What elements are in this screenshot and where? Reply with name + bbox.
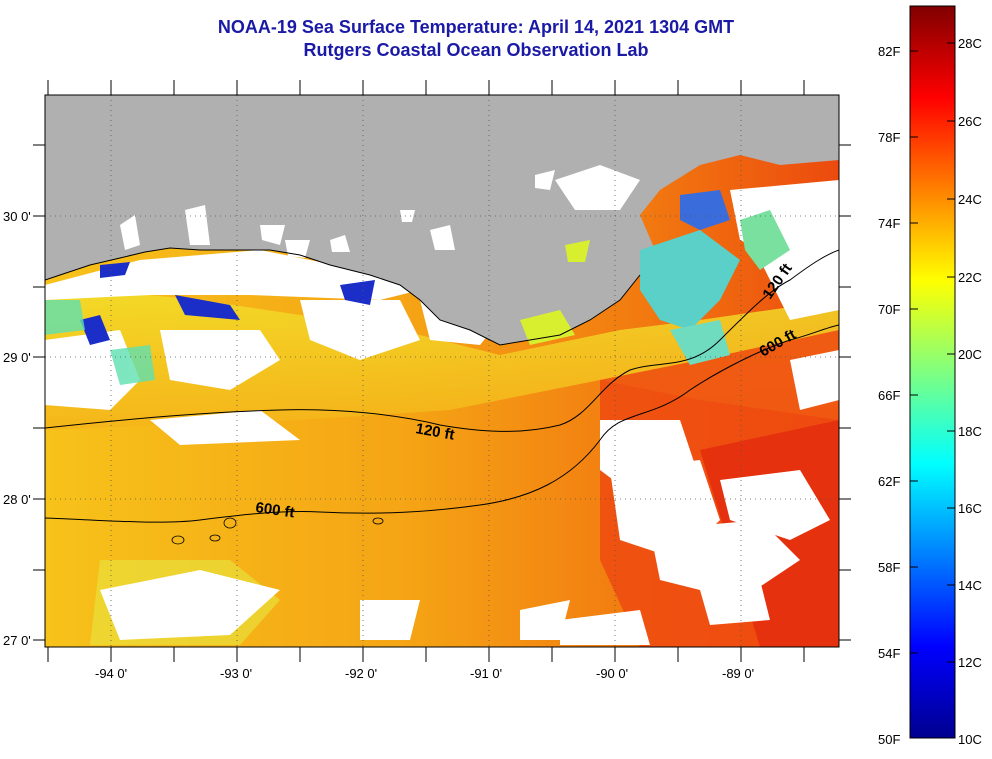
cloud-cover — [45, 180, 839, 645]
cbar-c-20: 20C — [958, 347, 982, 362]
lon-label-90: -90 0' — [596, 666, 628, 681]
cold-water-patches — [80, 262, 375, 345]
colorbar-gradient — [909, 5, 956, 739]
cbar-c-12: 12C — [958, 655, 982, 670]
cbar-f-50: 50F — [878, 732, 900, 747]
nearshore-water — [45, 285, 839, 430]
tick-marks — [33, 80, 851, 662]
cbar-c-22: 22C — [958, 270, 982, 285]
contour-120ft — [45, 249, 839, 432]
cbar-f-62: 62F — [878, 474, 900, 489]
cbar-c-14: 14C — [958, 578, 982, 593]
cbar-c-10: 10C — [958, 732, 982, 747]
land-mass — [45, 95, 839, 345]
lat-label-30: 30 0' — [3, 209, 31, 224]
contour-loops — [171, 517, 384, 545]
cool-water-patches — [45, 300, 155, 385]
lon-label-91: -91 0' — [470, 666, 502, 681]
cbar-f-66: 66F — [878, 388, 900, 403]
colorbar-ticks — [910, 42, 955, 663]
cbar-f-78: 78F — [878, 130, 900, 145]
cbar-f-54: 54F — [878, 646, 900, 661]
cbar-f-74: 74F — [878, 216, 900, 231]
lon-label-89: -89 0' — [722, 666, 754, 681]
cbar-f-70: 70F — [878, 302, 900, 317]
cbar-f-58: 58F — [878, 560, 900, 575]
lat-label-27: 27 0' — [3, 633, 31, 648]
cbar-c-28: 28C — [958, 36, 982, 51]
map-frame — [44, 94, 840, 648]
graticule — [45, 95, 839, 647]
contour-600ft — [45, 324, 839, 523]
cbar-f-82: 82F — [878, 44, 900, 59]
lon-label-94: -94 0' — [95, 666, 127, 681]
cbar-c-16: 16C — [958, 501, 982, 516]
map-area: 120 ft 600 ft 120 ft 600 ft — [45, 95, 839, 647]
contour-label-600-west: 600 ft — [254, 499, 295, 521]
chart-title: NOAA-19 Sea Surface Temperature: April 1… — [217, 17, 735, 37]
lon-label-92: -92 0' — [345, 666, 377, 681]
delta-region — [520, 190, 790, 365]
cbar-c-18: 18C — [958, 424, 982, 439]
chart-subtitle: Rutgers Coastal Ocean Observation Lab — [303, 40, 649, 60]
lat-label-28: 28 0' — [3, 492, 31, 507]
lon-label-93: -93 0' — [220, 666, 252, 681]
cbar-c-26: 26C — [958, 114, 982, 129]
colorbar: 82F 78F 74F 70F 66F 62F 58F 54F 50F 28C … — [878, 5, 982, 747]
coastline — [45, 247, 641, 346]
contour-label-120-west: 120 ft — [414, 420, 456, 444]
lat-label-29: 29 0' — [3, 350, 31, 365]
inland-clouds — [120, 165, 640, 258]
cbar-c-24: 24C — [958, 192, 982, 207]
